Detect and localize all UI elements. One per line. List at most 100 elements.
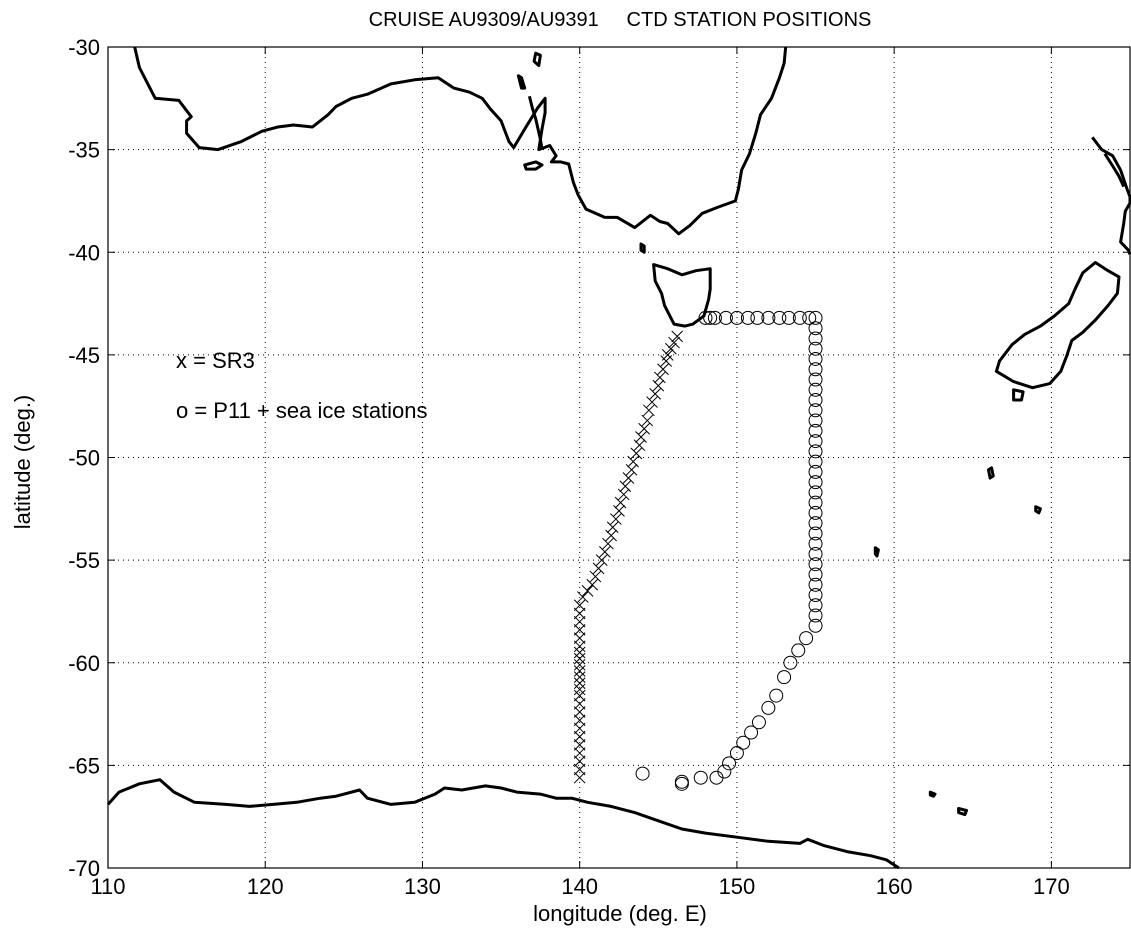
sr3-station-marker [573, 646, 586, 659]
sr3-station-marker [646, 396, 658, 408]
legend-p11-text: o = P11 + sea ice stations [176, 398, 428, 423]
sr3-station-marker [573, 665, 586, 677]
sr3-station-marker [573, 607, 586, 620]
p11-station-marker [736, 735, 751, 750]
x-tick-label: 110 [90, 874, 125, 899]
sr3-station-marker [573, 747, 586, 759]
legend-sr3-text: x = SR3 [176, 348, 255, 373]
p11-station-marker [808, 444, 823, 459]
sr3-station-marker [573, 763, 586, 776]
sr3-station-marker [605, 529, 617, 542]
p11-station-marker [722, 756, 737, 771]
sr3-station-marker [573, 730, 586, 743]
sr3-station-marker [573, 738, 586, 751]
sr3-station-marker [638, 422, 651, 435]
sr3-station-marker [641, 414, 654, 427]
p11-station-marker [761, 310, 776, 325]
p11-station-marker [808, 536, 823, 551]
p11-station-marker [808, 485, 823, 500]
p11-station-marker [769, 688, 784, 703]
p11-station-marker [808, 362, 823, 377]
grid-lines [108, 47, 1130, 868]
p11-station-marker [751, 715, 766, 730]
sr3-station-marker [573, 714, 586, 727]
sr3-station-marker [573, 652, 586, 665]
sr3-station-marker [649, 388, 662, 400]
sr3-station-marker [576, 591, 589, 603]
sr3-station-marker [573, 640, 586, 653]
sr3-station-marker [660, 355, 673, 367]
p11-station-marker [808, 516, 823, 531]
new-zealand-north-island-inner [1103, 152, 1126, 188]
p11-station-marker [772, 310, 787, 325]
p11-station-marker [783, 655, 798, 670]
balleny-islet-a [928, 790, 937, 798]
y-tick-label: -60 [68, 651, 100, 676]
y-tick-label: -35 [68, 138, 100, 163]
sr3-station-marker [581, 585, 594, 597]
sr3-station-marker [573, 697, 586, 710]
sr3-station-marker [573, 771, 586, 784]
x-tick-label: 160 [876, 874, 913, 899]
p11-station-marker [808, 464, 823, 479]
p11-station-marker [808, 588, 823, 603]
p11-station-marker [707, 310, 722, 325]
sr3-station-marker [573, 722, 586, 735]
sr3-station-markers [573, 330, 684, 784]
p11-station-marker [808, 321, 823, 336]
p11-station-marker [808, 546, 823, 561]
antarctica-coast [106, 778, 900, 870]
gulf-islet [532, 51, 542, 67]
x-tick-label: 120 [247, 874, 284, 899]
p11-station-marker [808, 505, 823, 520]
sr3-station-marker [586, 578, 599, 591]
sr3-station-marker [602, 537, 614, 550]
y-tick-label: -30 [68, 35, 100, 60]
australia-coast [133, 46, 788, 236]
sr3-station-marker [573, 615, 586, 628]
sr3-station-marker [595, 554, 608, 566]
kings-island [639, 242, 646, 254]
sr3-station-marker [592, 562, 605, 575]
sr3-station-marker [613, 505, 625, 517]
sr3-station-marker [671, 330, 684, 343]
p11-station-marker [808, 495, 823, 510]
p11-station-marker [808, 393, 823, 408]
p11-station-marker [808, 413, 823, 428]
p11-station-marker [808, 598, 823, 613]
p11-station-marker [808, 608, 823, 623]
balleny-islet-b [957, 807, 968, 817]
sr3-station-marker [573, 755, 586, 768]
sr3-station-marker [625, 463, 638, 476]
p11-station-marker [761, 700, 776, 715]
coastlines [106, 46, 1131, 870]
x-tick-label: 140 [561, 874, 598, 899]
macquarie-island [873, 546, 880, 558]
sr3-station-marker [573, 632, 586, 644]
new-zealand-south-island [994, 261, 1121, 390]
yorke-peninsula-shore [527, 95, 544, 150]
sr3-station-marker [573, 658, 586, 671]
kangaroo-island [523, 160, 544, 171]
y-tick-label: -65 [68, 753, 100, 778]
sr3-station-marker [573, 677, 586, 690]
y-axis-ticks: -70 -65 -60 -55 -50 -45 -40 -35 -30 [68, 35, 1130, 881]
p11-station-marker [740, 310, 755, 325]
p11-station-marker [698, 310, 713, 325]
sr3-station-marker [643, 404, 655, 417]
sr3-station-marker [598, 546, 611, 558]
sr3-station-marker [589, 570, 602, 583]
y-axis-label: latitude (deg.) [10, 395, 35, 530]
p11-station-marker [744, 725, 759, 740]
p11-station-marker [808, 577, 823, 592]
sr3-station-marker [630, 447, 643, 460]
y-tick-label: -45 [68, 343, 100, 368]
x-tick-label: 130 [404, 874, 441, 899]
sr3-station-marker [573, 689, 586, 702]
x-tick-label: 150 [719, 874, 756, 899]
p11-station-marker [808, 403, 823, 418]
p11-station-marker [709, 770, 724, 785]
sr3-station-marker [657, 363, 669, 376]
p11-station-marker [718, 310, 733, 325]
spencer-islet [516, 74, 527, 90]
